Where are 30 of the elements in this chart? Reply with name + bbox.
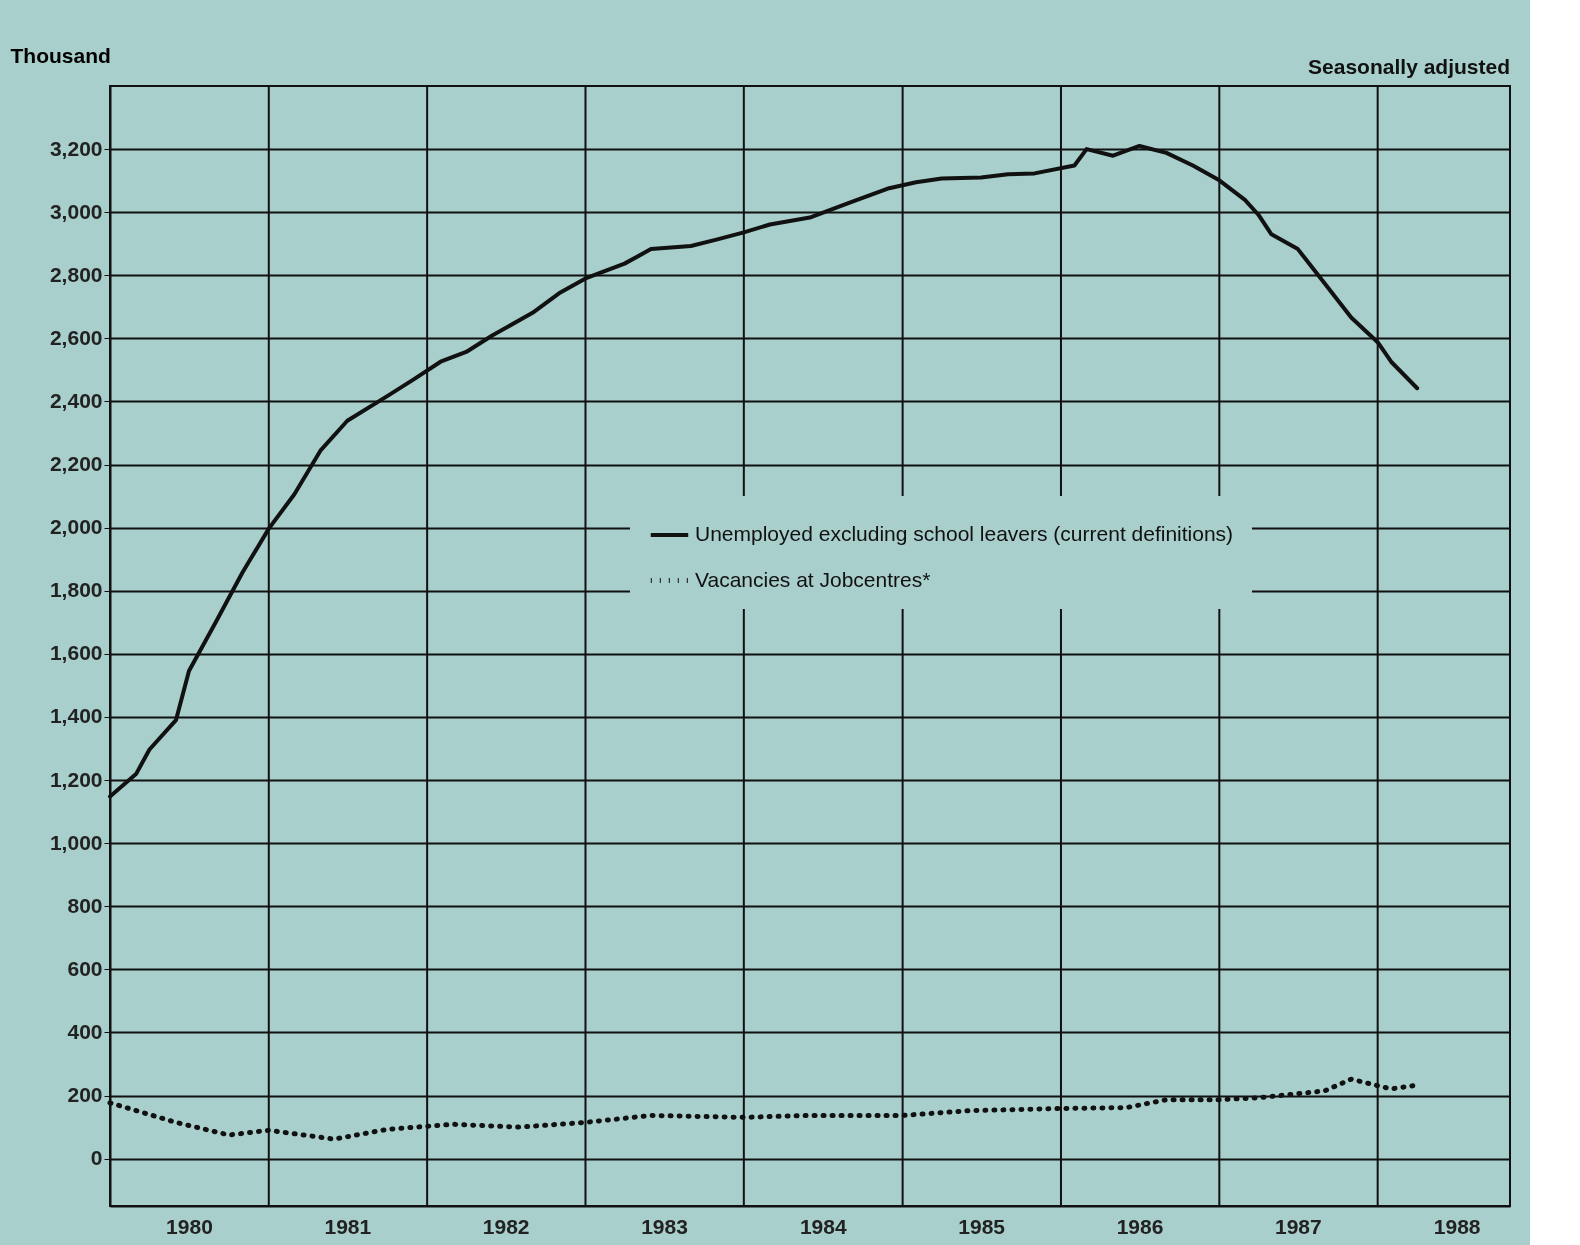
x-tick-label: 1987: [1274, 1214, 1322, 1238]
y-tick-label: 2,400: [49, 388, 103, 412]
y-axis-title: Thousand: [10, 43, 111, 67]
y-tick-label: 600: [67, 956, 103, 980]
y-tick-label: 3,200: [49, 136, 103, 160]
y-tick-label: 3,000: [49, 199, 103, 223]
x-tick-label: 1982: [482, 1214, 530, 1238]
x-tick-label: 1980: [166, 1214, 213, 1238]
text: Seasonally adjusted: [1308, 55, 1510, 78]
y-tick-label: 0: [90, 1146, 103, 1170]
y-tick-label: 1,200: [49, 767, 103, 791]
y-tick-label: 2,200: [49, 452, 103, 476]
legend-label: Vacancies at Jobcentres*: [695, 567, 931, 591]
x-tick-label: 1983: [641, 1214, 688, 1238]
x-tick-label: 1985: [958, 1214, 1006, 1238]
x-tick-label: 1986: [1116, 1214, 1164, 1238]
y-tick-label: 2,000: [49, 515, 103, 539]
y-tick-label: 1,600: [49, 641, 103, 665]
y-tick-label: 1,400: [49, 704, 103, 728]
y-tick-label: 200: [67, 1083, 103, 1107]
y-tick-label: 800: [67, 893, 103, 917]
x-tick-label: 1988: [1433, 1214, 1481, 1238]
y-tick-label: 2,600: [49, 325, 103, 349]
x-tick-label: 1981: [324, 1214, 372, 1238]
y-tick-label: 1,000: [49, 830, 103, 854]
legend-label: Unemployed excluding school leavers (current definitions): [695, 522, 1234, 545]
y-tick-label: 400: [67, 1019, 103, 1043]
x-tick-label: 1984: [799, 1214, 847, 1238]
y-tick-label: 2,800: [49, 262, 103, 286]
y-tick-label: 1,800: [49, 578, 103, 602]
